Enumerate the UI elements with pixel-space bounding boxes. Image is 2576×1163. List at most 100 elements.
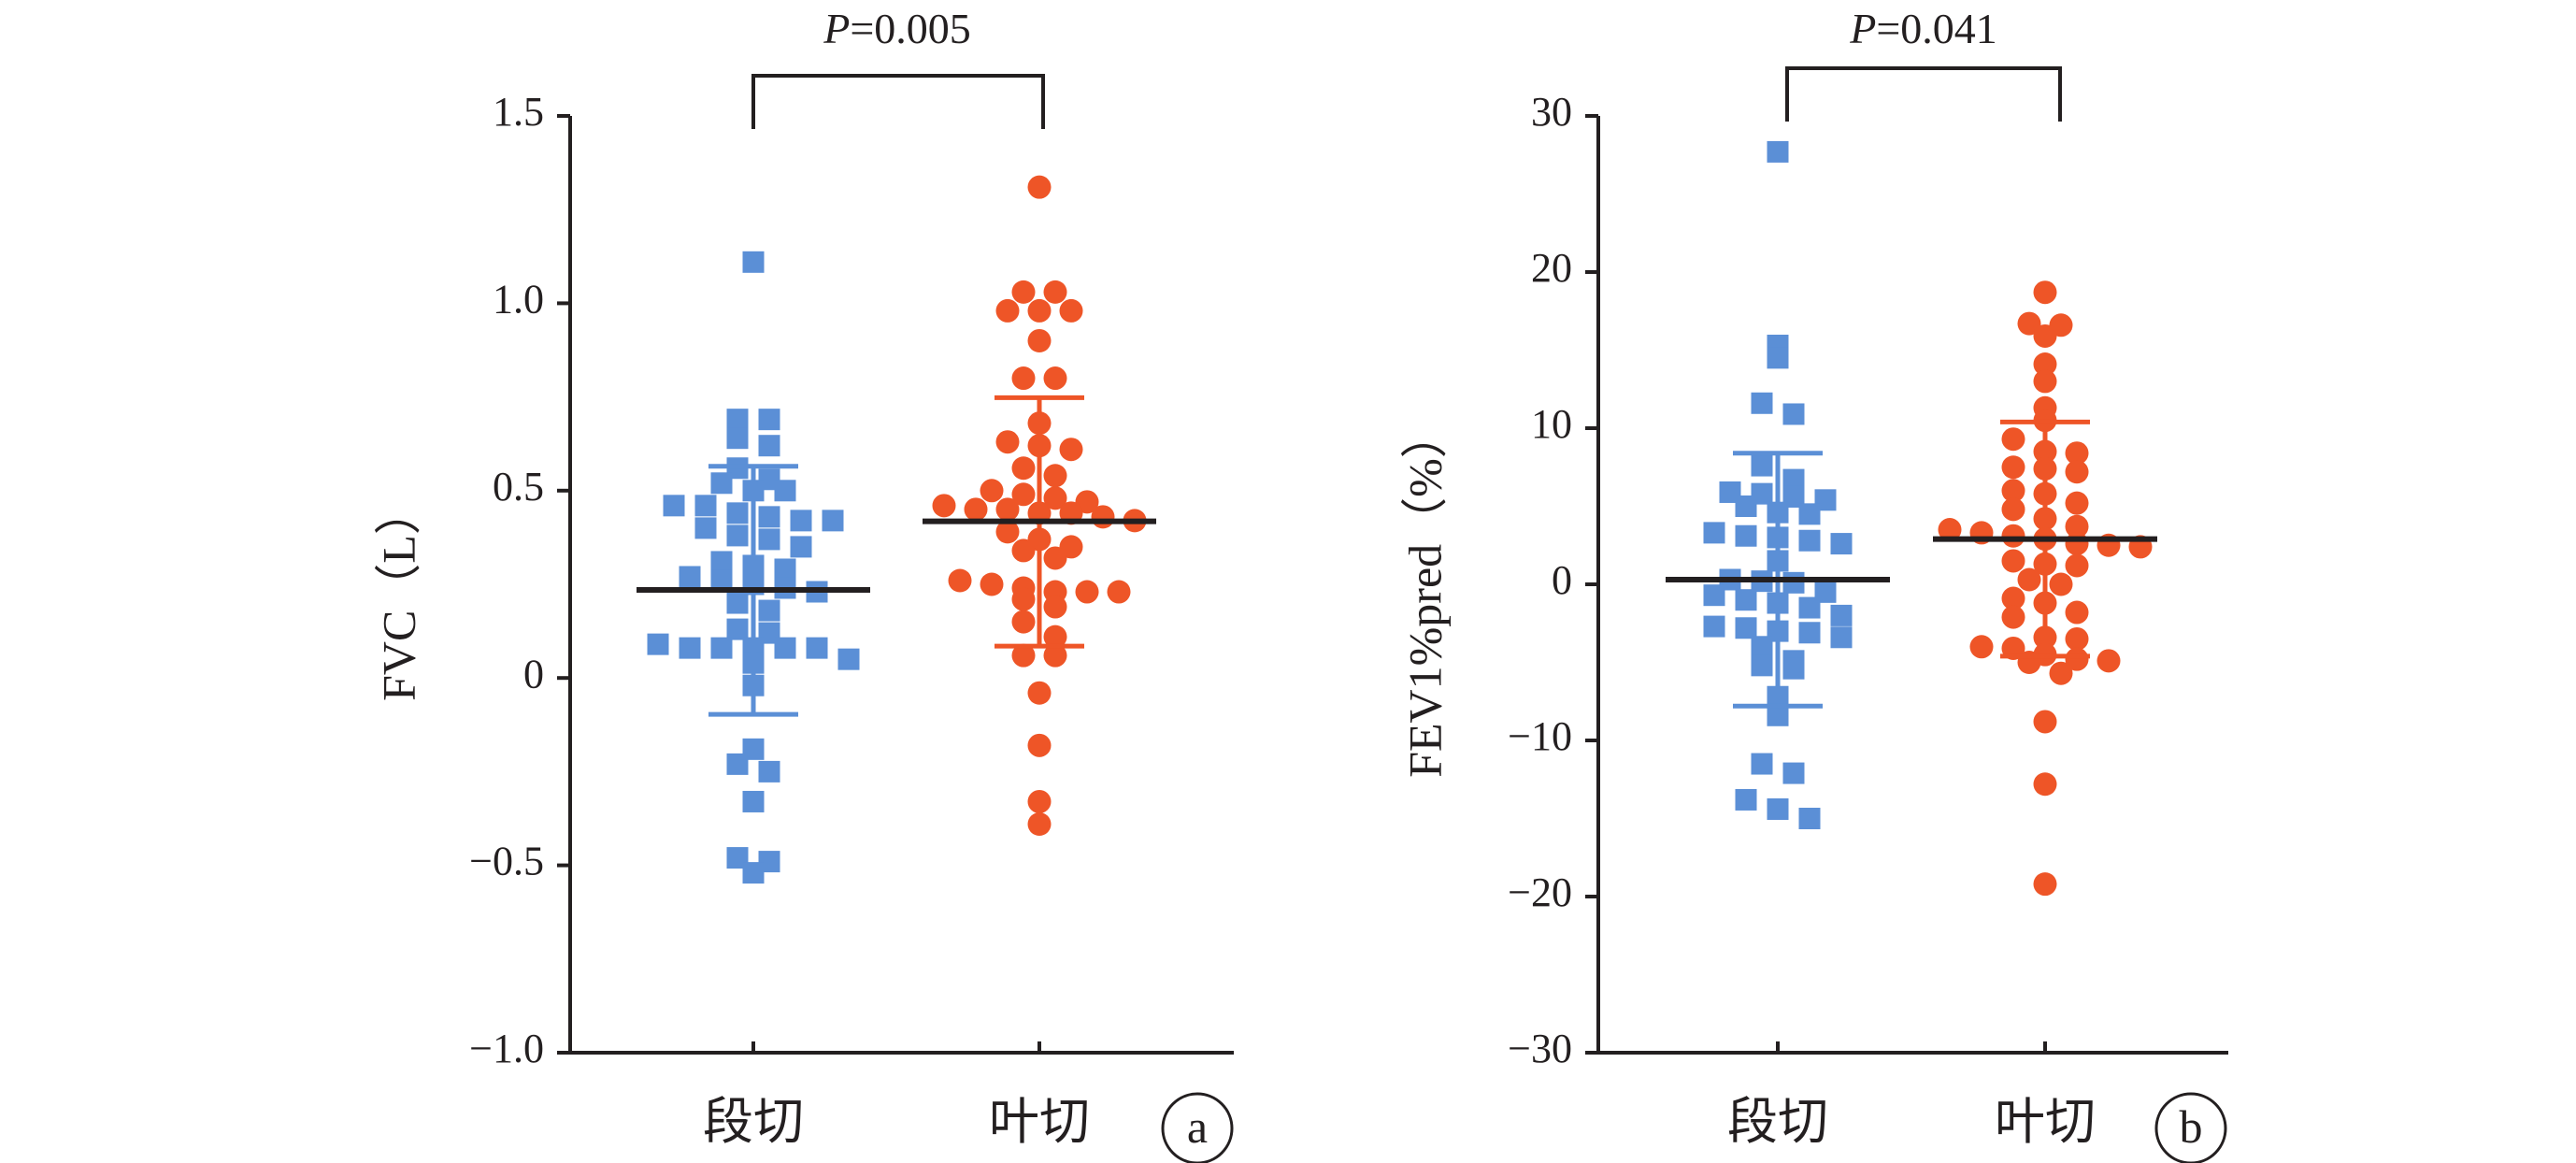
panel-b-summary-lines: [1666, 419, 2157, 709]
panel-b-y-axis-title: FEV1%pred（%）: [1398, 411, 1451, 778]
data-point-square: [742, 862, 765, 884]
data-point-circle: [1011, 280, 1036, 304]
data-point-circle: [2049, 661, 2073, 685]
data-point-square: [679, 566, 701, 588]
y-tick-label: 0: [523, 651, 544, 696]
data-point-square: [758, 760, 780, 783]
data-point-circle: [1027, 789, 1052, 813]
data-point-circle: [1059, 438, 1083, 462]
data-point-circle: [980, 572, 1004, 596]
data-point-square: [1782, 403, 1805, 425]
data-point-circle: [2001, 524, 2025, 548]
y-tick-label: 30: [1531, 89, 1572, 135]
data-point-square: [1798, 622, 1821, 644]
y-tick-label: 1.5: [493, 89, 544, 135]
data-point-circle: [2033, 710, 2057, 734]
data-point-circle: [1027, 733, 1052, 757]
data-point-square: [726, 524, 749, 547]
y-tick-label: 0.5: [493, 464, 544, 510]
data-point-square: [1751, 392, 1773, 414]
data-point-square: [710, 569, 733, 592]
data-point-circle: [995, 430, 1020, 454]
panel-a-significance-bracket: [751, 74, 1045, 129]
data-point-circle: [1043, 546, 1067, 570]
data-point-square: [726, 592, 749, 614]
data-point-circle: [2001, 586, 2025, 610]
data-point-square: [679, 637, 701, 659]
data-point-square: [742, 251, 765, 273]
data-point-circle: [1938, 518, 1962, 542]
panel-a-data-points: [647, 175, 1147, 884]
data-point-square: [710, 551, 733, 573]
data-point-square: [1735, 589, 1757, 611]
data-point-square: [1782, 762, 1805, 784]
data-point-square: [742, 790, 765, 812]
y-tick-label: 1.0: [493, 276, 544, 322]
y-tick-label: −20: [1508, 869, 1572, 915]
data-point-square: [1735, 495, 1757, 517]
data-point-square: [1798, 596, 1821, 619]
panel-a-summary-lines: [637, 395, 1156, 717]
panel-a-label-circle: [1161, 1092, 1234, 1163]
data-point-circle: [2065, 532, 2089, 556]
panel-a-fvc: FVC（L） 1.5 1.0 0.5 0 −0.5 −1.0 段切 叶切 a P=0.00…: [372, 5, 1234, 1163]
data-point-circle: [1027, 298, 1052, 323]
data-point-circle: [980, 479, 1004, 503]
data-point-circle: [1027, 681, 1052, 705]
data-point-circle: [2017, 567, 2041, 592]
data-point-circle: [1075, 580, 1099, 604]
panel-b-category-lobectomy: 叶切: [1995, 1092, 2096, 1151]
data-point-square: [1751, 636, 1773, 658]
data-point-circle: [1043, 486, 1067, 510]
panel-b-significance-bracket: [1785, 66, 2062, 122]
data-point-circle: [948, 568, 972, 593]
panel-a-category-segmentectomy: 段切: [703, 1092, 804, 1151]
data-point-circle: [2001, 605, 2025, 629]
data-point-circle: [932, 494, 956, 518]
panel-b-y-ticks: 30 20 10 0 −10 −20 −30: [1508, 89, 1598, 1071]
data-point-circle: [2033, 369, 2057, 394]
data-point-square: [1782, 571, 1805, 594]
data-point-circle: [1043, 464, 1067, 488]
data-point-circle: [2065, 647, 2089, 671]
data-point-circle: [1011, 366, 1036, 391]
data-point-square: [1703, 584, 1725, 607]
data-point-circle: [1107, 580, 1131, 604]
data-point-square: [1735, 524, 1757, 547]
data-point-circle: [2017, 311, 2041, 336]
data-point-circle: [1043, 643, 1067, 668]
data-point-square: [774, 637, 796, 659]
data-point-square: [758, 599, 780, 622]
data-point-square: [758, 409, 780, 431]
panel-b-label-circle: [2154, 1092, 2227, 1163]
data-point-square: [758, 506, 780, 528]
data-point-circle: [2033, 323, 2057, 348]
data-point-circle: [2065, 600, 2089, 625]
data-point-circle: [2065, 460, 2089, 484]
data-point-square: [647, 633, 669, 655]
data-point-square: [1767, 797, 1789, 820]
data-point-square: [1798, 529, 1821, 552]
data-point-circle: [2033, 280, 2057, 305]
data-point-square: [822, 510, 844, 532]
y-tick-label: −10: [1508, 713, 1572, 759]
data-point-square: [1798, 503, 1821, 525]
data-point-circle: [1011, 456, 1036, 481]
data-point-circle: [2001, 497, 2025, 522]
data-point-square: [1830, 533, 1853, 555]
data-point-circle: [2065, 441, 2089, 466]
data-point-square: [694, 517, 717, 539]
data-point-circle: [1043, 625, 1067, 649]
data-point-circle: [1027, 812, 1052, 837]
data-point-square: [726, 753, 749, 775]
data-point-circle: [995, 497, 1020, 522]
data-point-square: [790, 536, 812, 558]
panel-a-y-axis-title: FVC（L）: [372, 488, 424, 701]
data-point-circle: [1091, 505, 1115, 529]
data-point-circle: [1011, 482, 1036, 507]
data-point-square: [726, 409, 749, 431]
data-point-square: [790, 510, 812, 532]
data-point-circle: [964, 497, 988, 522]
data-point-circle: [1011, 610, 1036, 634]
data-point-square: [1782, 468, 1805, 491]
